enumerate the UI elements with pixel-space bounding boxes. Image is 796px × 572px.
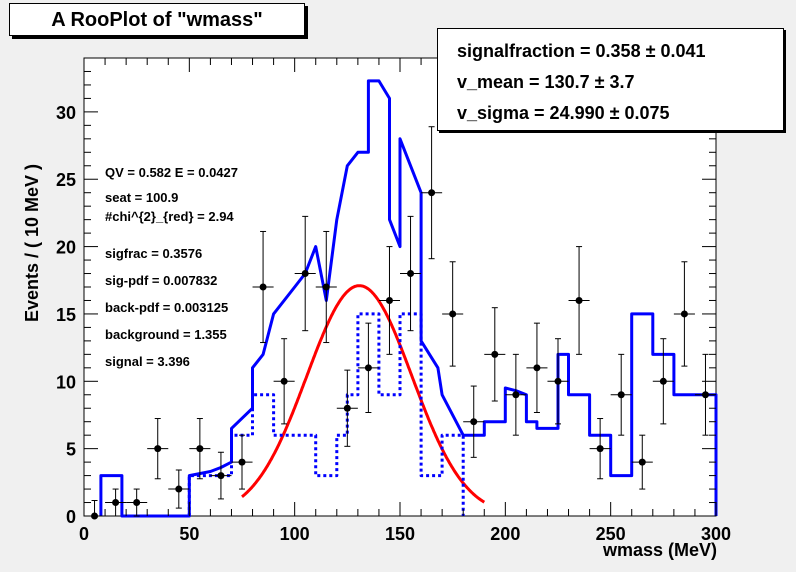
x-tick-label: 200: [490, 524, 520, 544]
data-point: [147, 418, 169, 480]
fit-annotation: signal = 3.396: [105, 354, 190, 369]
x-tick-label: 0: [79, 524, 89, 544]
y-tick-label: 20: [56, 238, 76, 258]
data-point: [673, 261, 695, 367]
plot-title: A RooPlot of "wmass": [9, 3, 305, 36]
x-tick-label: 250: [596, 524, 626, 544]
data-point: [505, 353, 527, 436]
x-axis-label: wmass (MeV): [602, 540, 717, 560]
y-axis-label: Events / ( 10 MeV ): [22, 164, 42, 322]
x-tick-label: 300: [701, 524, 731, 544]
fit-annotation: seat = 100.9: [105, 190, 178, 205]
data-point: [568, 246, 590, 355]
data-point: [315, 230, 337, 344]
data-point: [631, 434, 653, 490]
data-point: [252, 230, 274, 344]
fit-annotation: sig-pdf = 0.007832: [105, 273, 217, 288]
data-point: [610, 353, 632, 436]
data-point: [189, 418, 211, 480]
fit-annotation: background = 1.355: [105, 327, 227, 342]
data-point: [126, 488, 148, 517]
param-v-sigma: v_sigma = 24.990 ± 0.075: [457, 103, 670, 123]
fit-parameters-box: signalfraction = 0.358 ± 0.041 v_mean = …: [437, 28, 784, 131]
data-point: [231, 434, 253, 490]
fit-annotation: QV = 0.582 E = 0.0427: [105, 165, 238, 180]
param-v-mean: v_mean = 130.7 ± 3.7: [457, 72, 635, 92]
data-point: [526, 322, 548, 414]
y-tick-label: 30: [56, 103, 76, 123]
data-point: [105, 488, 127, 517]
data-point: [400, 215, 422, 332]
x-tick-label: 100: [280, 524, 310, 544]
data-point: [442, 261, 464, 367]
fit-annotation: sigfrac = 0.3576: [105, 246, 202, 261]
data-point: [484, 307, 506, 402]
background-curve: [187, 312, 465, 516]
data-point: [168, 469, 190, 509]
y-tick-label: 25: [56, 170, 76, 190]
y-tick-label: 0: [66, 507, 76, 527]
fit-annotation: back-pdf = 0.003125: [105, 300, 228, 315]
data-point: [210, 451, 232, 500]
data-point: [378, 246, 400, 355]
data-point: [273, 338, 295, 425]
data-point: [294, 215, 316, 332]
param-signalfraction: signalfraction = 0.358 ± 0.041: [457, 41, 706, 61]
x-tick-label: 150: [385, 524, 415, 544]
y-tick-label: 5: [66, 440, 76, 460]
fit-annotation: #chi^{2}_{red} = 2.94: [105, 209, 234, 224]
data-point: [421, 126, 443, 260]
data-point: [336, 369, 358, 447]
data-point: [652, 338, 674, 425]
data-point: [589, 418, 611, 480]
data-point: [463, 385, 485, 458]
data-point: [547, 338, 569, 425]
signal-curve: [241, 284, 486, 504]
y-tick-label: 10: [56, 372, 76, 392]
x-tick-label: 50: [179, 524, 199, 544]
y-tick-label: 15: [56, 305, 76, 325]
data-point: [357, 322, 379, 414]
